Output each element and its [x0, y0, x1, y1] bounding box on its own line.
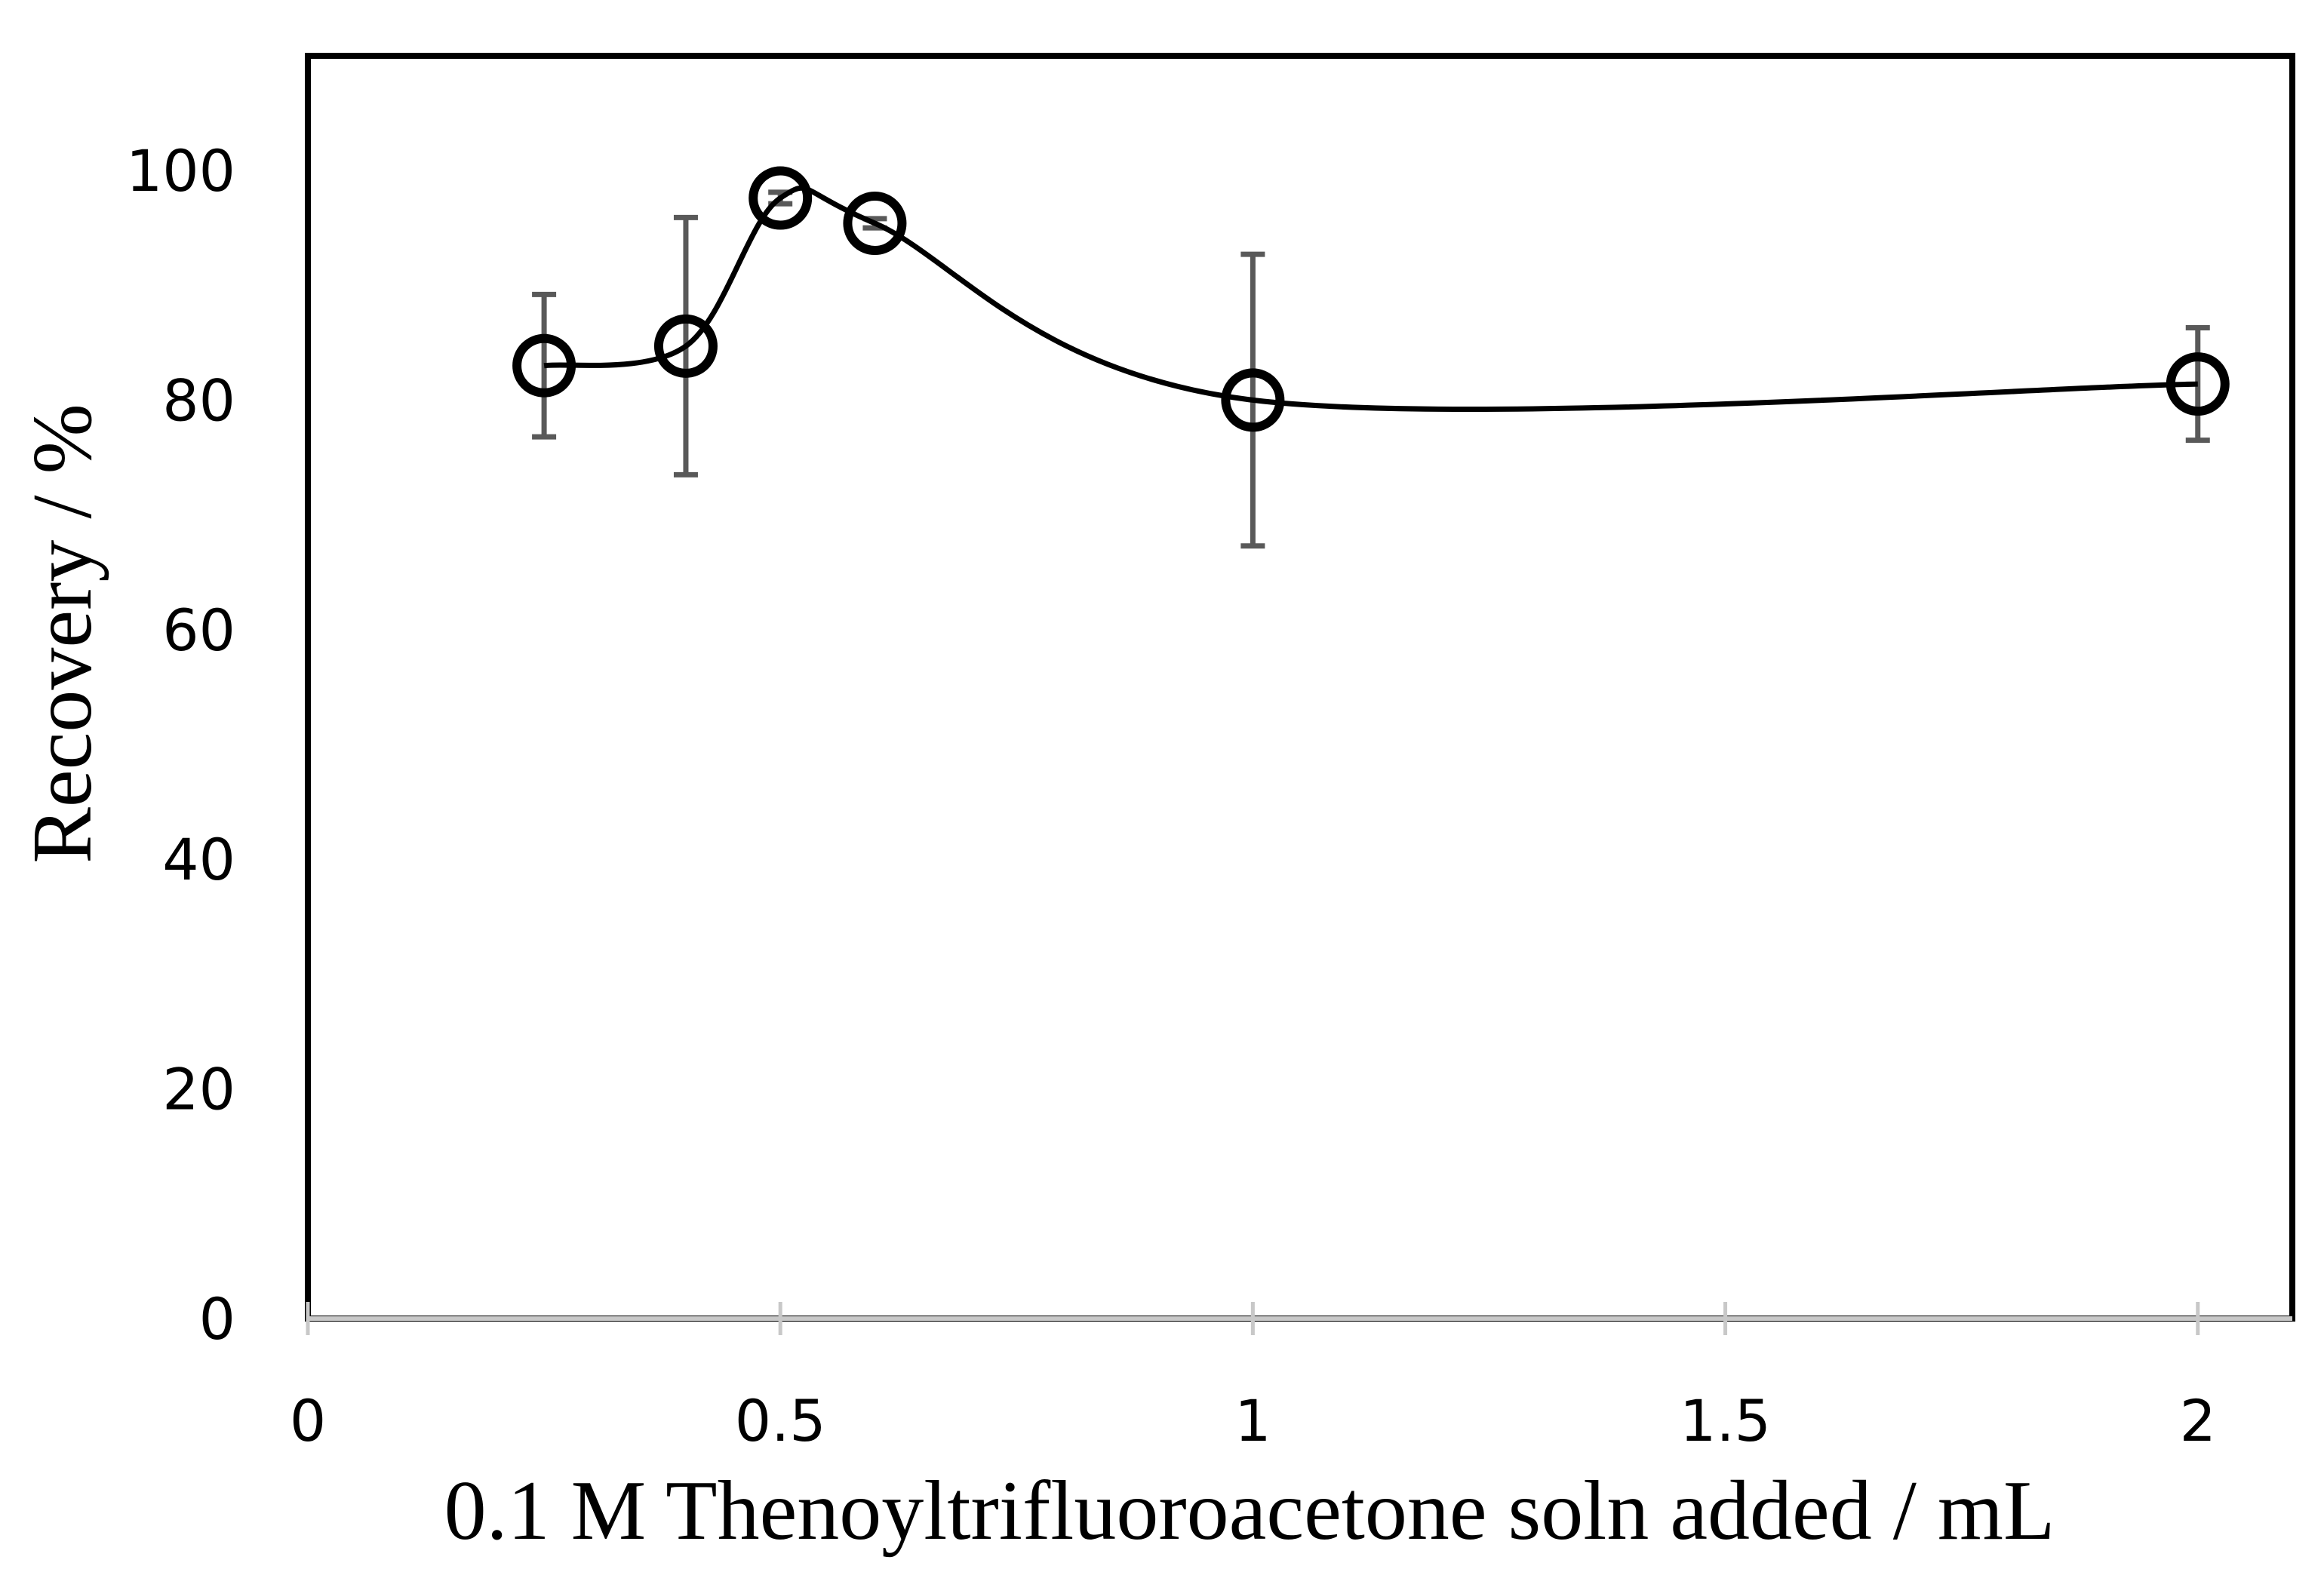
x-axis-title: 0.1 M Thenoyltrifluoroacetone soln added…	[444, 1464, 2055, 1558]
data-point	[2166, 352, 2230, 416]
y-tick-label: 0	[199, 1285, 235, 1352]
x-tick-label: 1	[1234, 1387, 1271, 1454]
x-tick-label: 1.5	[1680, 1387, 1771, 1454]
x-tick-label: 0.5	[735, 1387, 826, 1454]
data-point	[512, 333, 576, 398]
data-point	[1221, 368, 1285, 432]
y-axis-ticks: 0 20 40 60 80 100	[126, 137, 235, 1352]
x-tick-label: 2	[2180, 1387, 2216, 1454]
y-axis-title: Recovery / %	[16, 404, 109, 864]
data-point	[653, 314, 718, 378]
x-axis-ticks: 0 0.5 1 1.5 2	[290, 1302, 2292, 1454]
data-markers	[512, 166, 2230, 432]
x-tick-label: 0	[290, 1387, 326, 1454]
y-tick-label: 40	[162, 826, 235, 893]
y-tick-label: 80	[162, 367, 235, 434]
data-point	[843, 192, 907, 256]
data-point	[749, 166, 813, 230]
series-line	[543, 185, 2198, 413]
y-tick-label: 100	[126, 137, 235, 204]
error-bars	[532, 189, 2210, 549]
plot-frame	[305, 53, 2295, 1322]
y-tick-label: 60	[162, 597, 235, 664]
y-tick-label: 20	[162, 1056, 235, 1123]
